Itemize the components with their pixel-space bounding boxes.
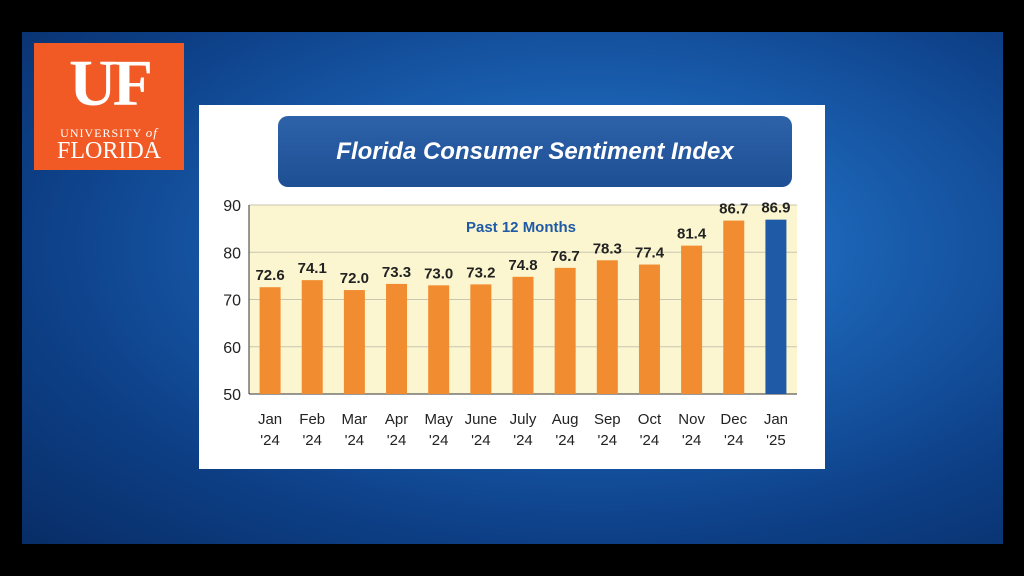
data-label: 77.4: [635, 245, 665, 262]
bar: [470, 284, 492, 394]
bar: [259, 287, 281, 394]
x-tick-label-month: July: [510, 411, 537, 428]
chart-subtitle: Past 12 Months: [466, 219, 576, 236]
data-label: 78.3: [593, 240, 622, 257]
data-label: 72.0: [340, 270, 369, 287]
x-tick-label-month: Nov: [678, 411, 705, 428]
data-label: 86.7: [719, 201, 748, 218]
logo-university-text: UNIVERSITY of: [34, 125, 184, 141]
x-tick-label-year: '24: [260, 432, 280, 449]
x-tick-label-year: '24: [724, 432, 744, 449]
x-tick-label-month: May: [425, 411, 454, 428]
logo-mark: UF: [69, 47, 153, 120]
logo-of-word: of: [145, 125, 158, 140]
logo-university-word: UNIVERSITY: [60, 126, 142, 140]
y-tick-label: 70: [223, 293, 241, 310]
logo-florida-text: FLORIDA: [56, 138, 161, 164]
y-tick-label: 80: [223, 245, 241, 262]
data-label: 73.2: [466, 264, 495, 281]
x-tick-label-year: '24: [555, 432, 575, 449]
data-label: 73.0: [424, 265, 453, 282]
data-label: 76.7: [551, 248, 580, 265]
data-label: 74.1: [298, 260, 327, 277]
chart-card: 90 80 70 60 50 Past 12 Months 72.6 Jan '24 74.1 Fe…: [199, 105, 825, 469]
x-tick-label-year: '24: [471, 432, 491, 449]
data-label: 81.4: [677, 226, 707, 243]
bar: [765, 219, 787, 394]
x-tick-label-year: '24: [682, 432, 702, 449]
x-tick-label-month: Feb: [299, 411, 325, 428]
x-tick-label-year: '24: [513, 432, 533, 449]
y-tick-label: 90: [223, 198, 241, 215]
uf-logo: UF UNIVERSITY of FLORIDA: [34, 43, 184, 170]
bar: [386, 283, 408, 394]
bar: [343, 290, 365, 394]
background-stage: UF UNIVERSITY of FLORIDA 90 80 70 60 50 Past …: [22, 32, 1003, 544]
bar: [301, 280, 323, 394]
bar: [723, 220, 745, 394]
data-label: 73.3: [382, 264, 411, 281]
bar: [596, 260, 618, 394]
x-tick-label-month: Oct: [638, 411, 662, 428]
x-tick-label-year: '24: [429, 432, 449, 449]
bar: [428, 285, 450, 394]
x-tick-label-month: Mar: [341, 411, 367, 428]
bar-chart: 90 80 70 60 50 Past 12 Months 72.6 Jan '24 74.1 Fe…: [223, 198, 797, 449]
x-tick-label-year: '24: [640, 432, 660, 449]
x-tick-label-year: '25: [766, 432, 786, 449]
x-tick-label-year: '24: [598, 432, 618, 449]
x-tick-label-month: Dec: [720, 411, 747, 428]
bar: [554, 267, 576, 394]
bar: [638, 264, 660, 394]
chart-title-bar: Florida Consumer Sentiment Index: [278, 116, 792, 187]
data-label: 74.8: [508, 257, 537, 274]
chart-title: Florida Consumer Sentiment Index: [336, 137, 734, 165]
x-tick-label-month: Jan: [764, 411, 788, 428]
x-tick-label-month: June: [465, 411, 498, 428]
x-tick-label-year: '24: [345, 432, 365, 449]
x-tick-label-month: Aug: [552, 411, 579, 428]
x-tick-label-year: '24: [302, 432, 322, 449]
bar: [681, 245, 703, 394]
bar: [512, 276, 534, 394]
y-tick-label: 50: [223, 387, 241, 404]
data-label: 86.9: [761, 200, 790, 217]
y-tick-label: 60: [223, 340, 241, 357]
x-tick-label-month: Apr: [385, 411, 408, 428]
x-tick-label-month: Sep: [594, 411, 621, 428]
x-tick-label-year: '24: [387, 432, 407, 449]
x-tick-label-month: Jan: [258, 411, 282, 428]
data-label: 72.6: [255, 267, 284, 284]
